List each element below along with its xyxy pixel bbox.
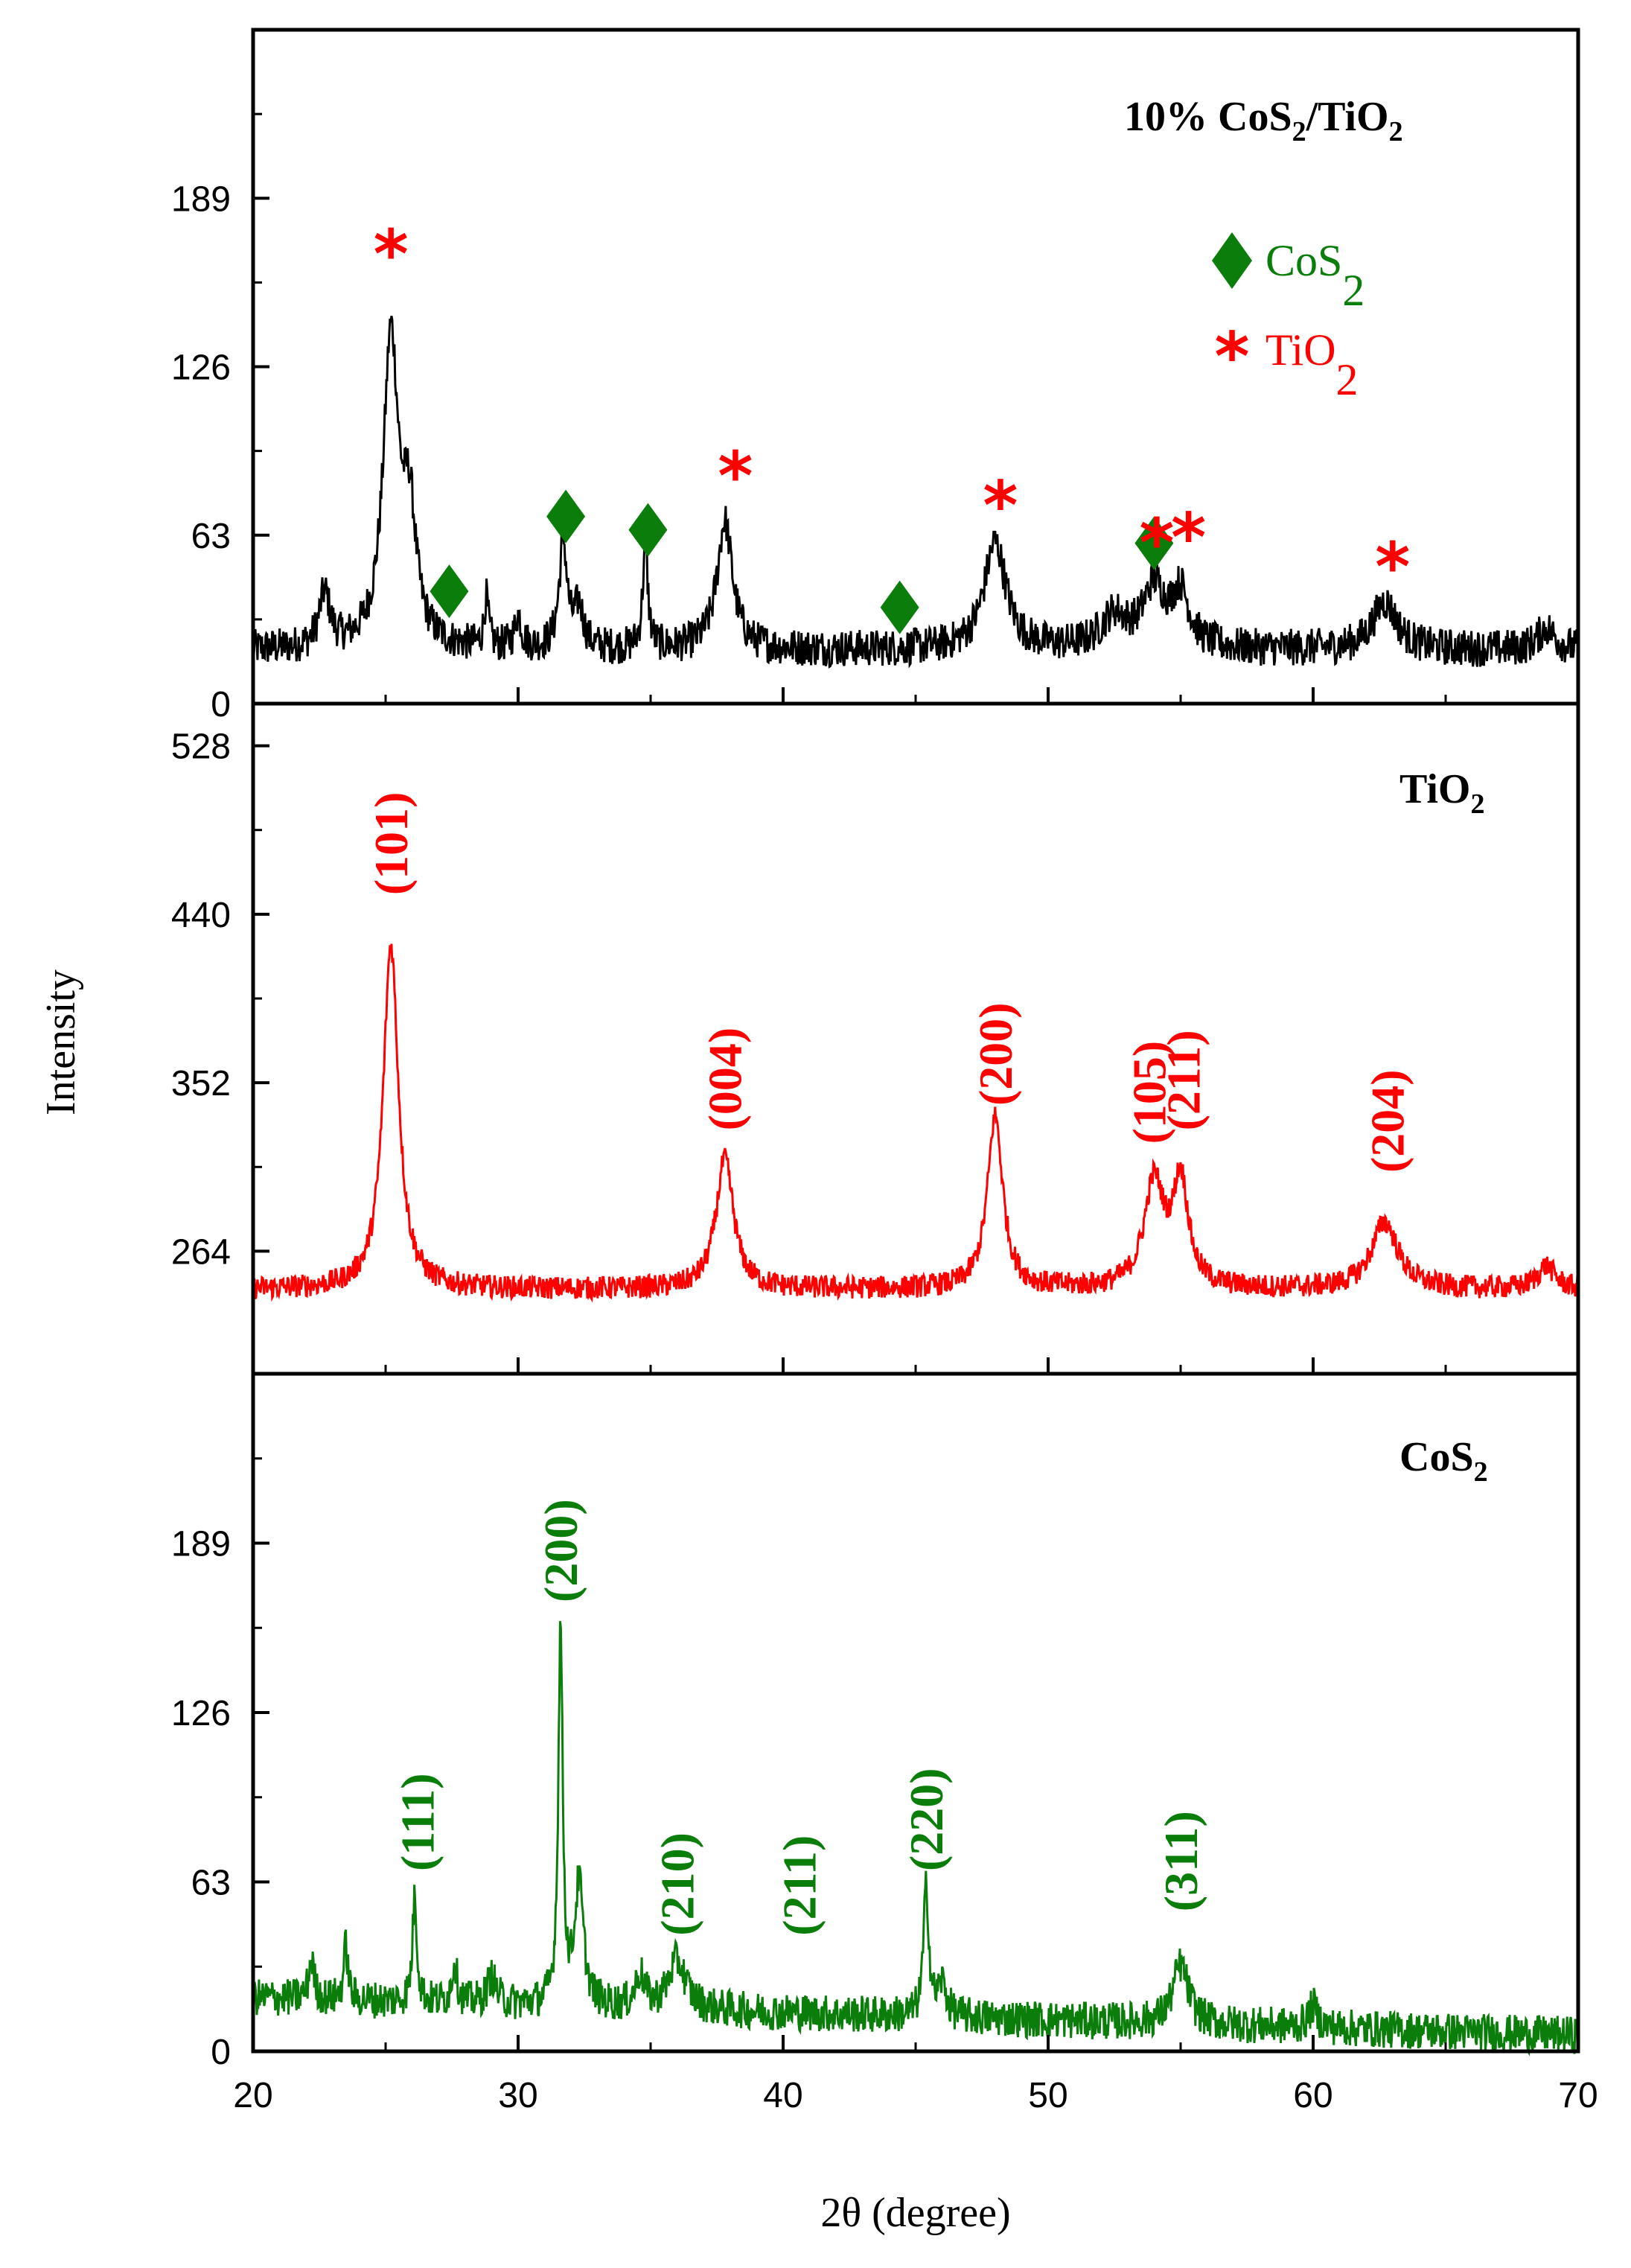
cos2-diamond-marker-2	[628, 503, 668, 557]
legend-star-icon: *	[1214, 318, 1249, 396]
x-tick-label-2: 40	[763, 2076, 802, 2115]
legend-label-subscript: 2	[1336, 355, 1359, 404]
tio2-star-marker-3: *	[1139, 504, 1174, 582]
legend-diamond-icon	[1212, 232, 1252, 289]
panel-label-tio2: TiO2	[1399, 766, 1484, 820]
x-tick-label-3: 50	[1028, 2076, 1067, 2115]
y-tick-label-composite-3: 189	[171, 179, 231, 219]
peak-label-cos2-4: (220)	[900, 1768, 953, 1871]
trace-composite	[252, 316, 1580, 669]
peak-label-cos2-5: (311)	[1155, 1811, 1207, 1911]
trace-cos2	[252, 1621, 1580, 2057]
panel-tio2: 264 352 440 528 TiO2 (101) (004) (200) (105)(211…	[171, 727, 1580, 1374]
panel-label-subscript: 2	[1292, 116, 1306, 147]
panel-label-subscript: 2	[1474, 1456, 1488, 1488]
tio2-star-marker-1: *	[718, 438, 753, 516]
cos2-diamond-marker-1	[546, 489, 586, 544]
panel-label-subscript: 2	[1470, 789, 1484, 820]
trace-tio2	[252, 943, 1580, 1303]
peak-label-cos2-2: (210)	[651, 1832, 704, 1936]
x-axis-title: 2θ (degree)	[820, 2190, 1010, 2236]
panel-label-main: CoS	[1399, 1434, 1474, 1480]
cos2-diamond-marker-4	[1134, 516, 1174, 570]
y-axis-title: Intensity	[38, 969, 84, 1115]
peak-label-tio2-0: (101)	[365, 792, 418, 896]
legend-label-text: TiO	[1265, 325, 1336, 375]
y-tick-label-composite-2: 126	[171, 348, 231, 388]
peak-label-tio2-3: (105)	[1123, 1041, 1175, 1144]
frame-layer: 20 30 40 50 60 70	[233, 28, 1598, 2115]
cos2-diamond-marker-0	[430, 564, 469, 619]
peak-label-cos2-0: (111)	[392, 1773, 444, 1871]
y-tick-label-tio2-0: 264	[171, 1232, 231, 1272]
peak-label-cos2-1: (200)	[534, 1499, 587, 1602]
tio2-star-marker-5: *	[1375, 529, 1410, 607]
panel-label-composite: 10% CoS2/TiO2	[1124, 94, 1403, 147]
y-tick-label-cos2-3: 189	[171, 1525, 231, 1564]
legend-label-1: TiO2	[1265, 325, 1359, 404]
peak-label-tio2-1: (004)	[699, 1028, 752, 1131]
cos2-diamond-marker-3	[880, 580, 919, 634]
x-tick-label-4: 60	[1293, 2076, 1332, 2115]
peak-label-cos2-3: (211)	[773, 1835, 826, 1936]
panel-label-main: TiO	[1399, 766, 1470, 812]
x-tick-label-5: 70	[1558, 2076, 1598, 2115]
x-tick-label-1: 30	[498, 2076, 537, 2115]
panel-label-cos2: CoS2	[1399, 1434, 1488, 1488]
panel-label-main: 10% CoS	[1124, 94, 1292, 140]
tio2-star-marker-2: *	[983, 467, 1018, 545]
legend-label-subscript: 2	[1342, 266, 1365, 315]
y-tick-label-tio2-3: 528	[171, 727, 231, 767]
legend-label-0: CoS2	[1265, 236, 1365, 315]
y-tick-label-cos2-0: 0	[211, 2033, 231, 2072]
peak-label-tio2-2: (200)	[969, 1002, 1022, 1106]
panel-cos2: 0 63 126 189 CoS2 (111) (200) (210) (211) (220) (3…	[171, 1434, 1580, 2072]
peak-label-tio2-4: (211)	[1158, 1030, 1210, 1130]
plot-frame	[251, 28, 1580, 2054]
y-tick-label-cos2-2: 126	[171, 1694, 231, 1733]
y-tick-label-tio2-1: 352	[171, 1064, 231, 1103]
legend-label-text: CoS	[1265, 236, 1342, 285]
peak-label-tio2-5: (204)	[1362, 1069, 1414, 1173]
panel-label-main-2: /TiO	[1306, 94, 1389, 140]
tio2-star-marker-4: *	[1171, 499, 1206, 577]
y-tick-label-composite-1: 63	[191, 517, 231, 556]
y-tick-label-composite-0: 0	[211, 685, 231, 724]
tio2-star-marker-0: *	[374, 215, 409, 293]
y-tick-label-cos2-1: 63	[191, 1864, 231, 1903]
x-tick-label-0: 20	[233, 2076, 272, 2115]
y-tick-label-tio2-2: 440	[171, 896, 231, 935]
panel-label-subscript-2: 2	[1389, 116, 1403, 147]
